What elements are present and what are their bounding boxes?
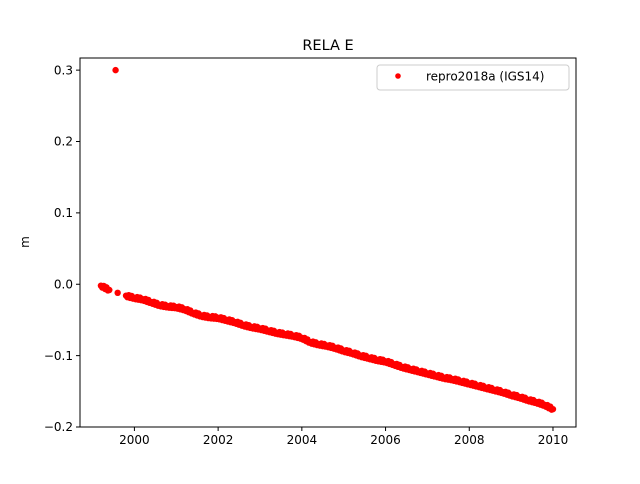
legend-label: repro2018a (IGS14): [426, 70, 544, 84]
x-axis-ticks: 2000 2002 2004 2006 2008 2010: [119, 427, 568, 447]
y-tick-label: 0.2: [54, 135, 73, 149]
x-tick-label: 2002: [203, 433, 234, 447]
x-tick-label: 2000: [119, 433, 150, 447]
x-tick-label: 2004: [287, 433, 318, 447]
y-tick-label: −0.1: [44, 349, 73, 363]
data-point-fill: [104, 287, 112, 294]
data-point: [112, 66, 119, 74]
chart-title: RELA E: [302, 38, 353, 54]
axes-frame: [79, 57, 577, 428]
y-tick-label: −0.2: [44, 420, 73, 434]
y-axis-ticks: −0.2 −0.1 0.0 0.1 0.2 0.3: [44, 63, 80, 434]
x-tick-label: 2010: [538, 433, 569, 447]
x-tick-label: 2008: [454, 433, 485, 447]
data-point-fill: [548, 406, 555, 413]
legend: repro2018a (IGS14): [376, 64, 570, 91]
x-tick-label: 2006: [370, 433, 401, 447]
legend-marker: [395, 73, 401, 79]
data-points: [97, 66, 557, 413]
legend-box: [376, 64, 570, 91]
y-tick-label: 0.3: [54, 63, 73, 77]
data-point: [114, 289, 121, 297]
y-tick-label: 0.0: [54, 277, 73, 291]
y-axis-label: m: [18, 236, 32, 248]
y-tick-label: 0.1: [54, 206, 73, 220]
